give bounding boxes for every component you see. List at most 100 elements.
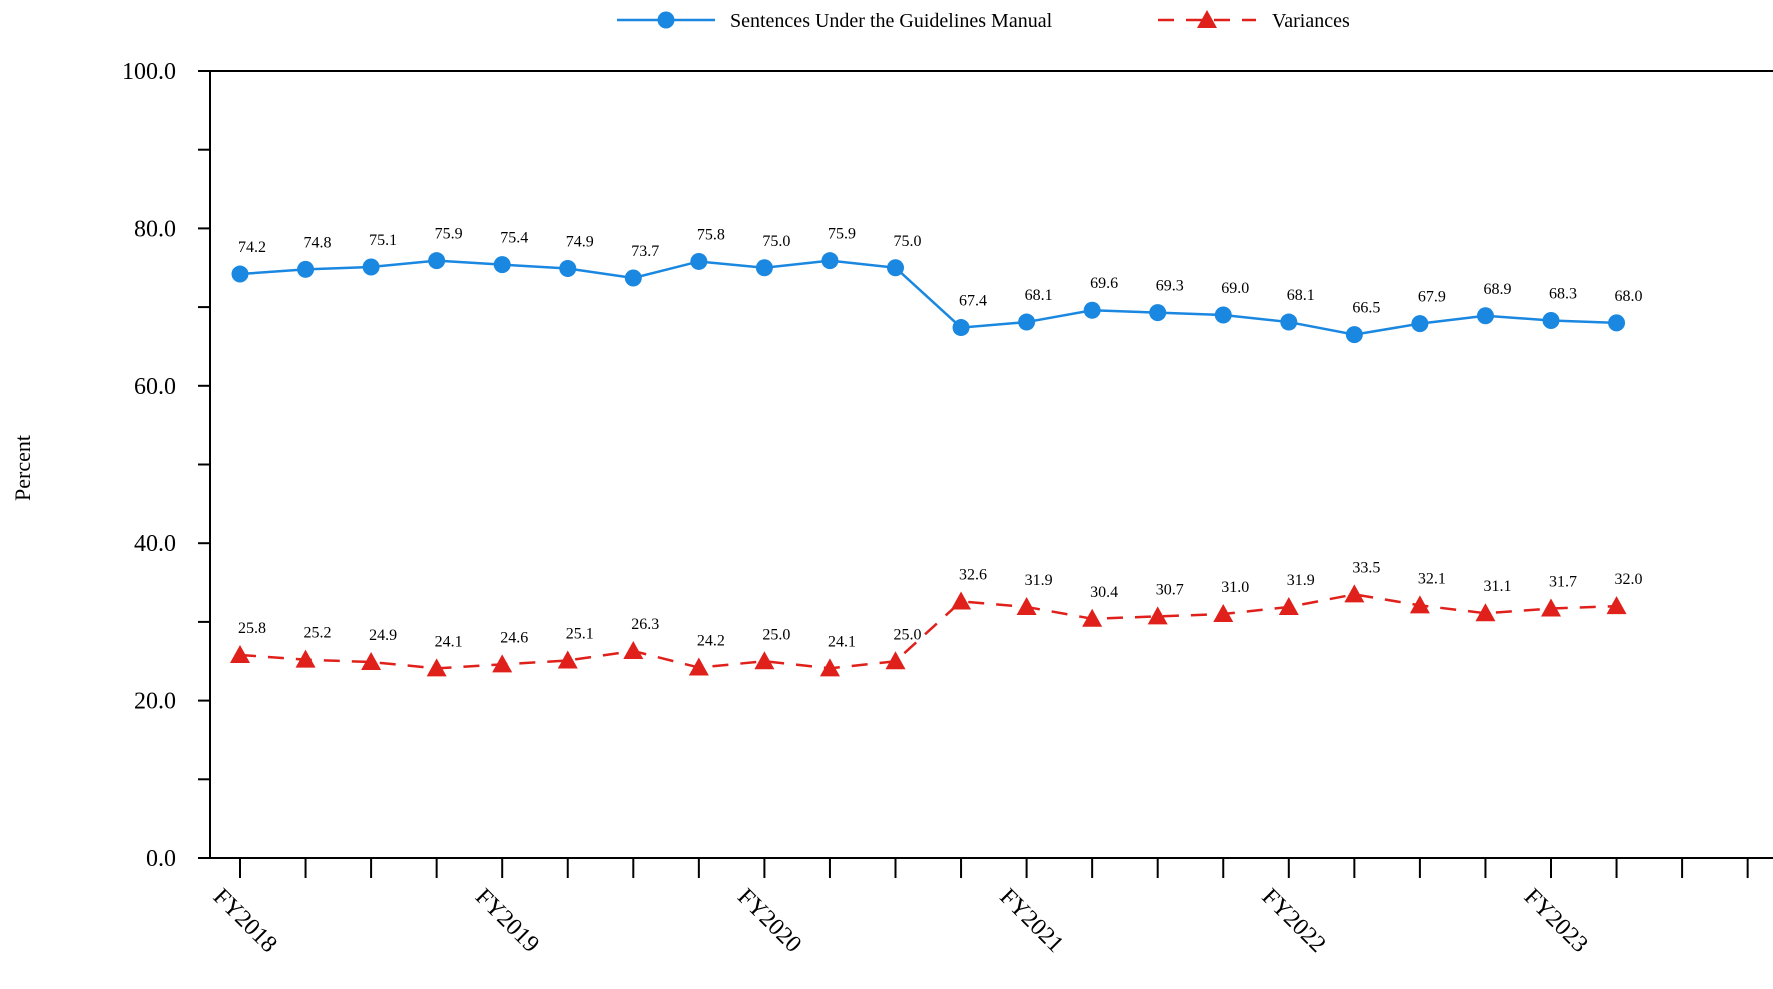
data-label: 25.0 [762,626,790,643]
data-point [297,260,315,278]
x-tick-label: FY2019 [470,884,544,958]
data-point [426,658,447,677]
legend-label: Variances [1272,10,1350,32]
data-point [952,319,970,337]
data-point [887,259,904,277]
data-point [885,651,906,670]
data-label: 66.5 [1352,300,1380,317]
data-label: 26.3 [631,616,659,633]
data-label: 75.8 [697,226,725,243]
data-label: 31.7 [1549,574,1577,591]
data-point [819,658,840,677]
series-layer: 74.2 74.8 75.1 75.9 75.4 74.9 73.7 75.8 75.0 75.9… [230,226,1643,677]
data-label: 68.0 [1615,288,1643,305]
legend-swatch-marker [1197,10,1217,28]
data-point [1344,584,1365,603]
data-point [690,252,708,270]
data-label: 24.6 [500,629,528,646]
data-label: 32.6 [959,566,987,583]
data-label: 75.4 [500,230,528,247]
y-axis-title: Percent [10,435,35,501]
data-label: 31.9 [1025,572,1053,589]
data-point [1608,314,1626,332]
y-tick-label: 0.0 [146,846,176,872]
data-point [623,641,644,660]
data-point [1016,596,1037,615]
data-point [1213,604,1234,623]
data-label: 67.4 [959,293,987,310]
data-label: 24.2 [697,633,725,650]
y-tick-label: 20.0 [134,689,176,715]
data-point [1149,304,1167,322]
data-label: 75.1 [369,232,397,249]
data-label: 69.3 [1156,278,1184,295]
data-point [231,265,249,283]
data-point [557,650,578,669]
data-label: 74.2 [238,239,266,256]
data-label: 31.0 [1221,579,1249,596]
data-point [951,591,972,610]
y-tick-label: 100.0 [122,59,176,85]
x-tick-label: FY2021 [994,884,1068,958]
data-point [1082,608,1103,627]
legend: Sentences Under the Guidelines Manual Var… [617,10,1350,32]
data-label: 24.9 [369,627,397,644]
data-point [493,256,511,274]
data-label: 25.0 [894,626,922,643]
data-point [1083,301,1101,319]
series-line [239,593,1617,670]
data-point [1018,313,1036,331]
data-point [821,252,839,270]
data-label: 74.9 [566,234,594,251]
data-label: 24.1 [435,633,463,650]
x-tick-label: FY2018 [208,884,282,958]
y-tick-label: 80.0 [134,216,176,242]
data-point [428,252,446,270]
data-point [1476,307,1494,325]
data-point [624,269,642,287]
data-label: 25.8 [238,620,266,637]
data-label: 31.1 [1483,578,1511,595]
data-label: 68.1 [1025,287,1053,304]
data-point [1214,306,1232,324]
data-point [1475,603,1496,622]
axes: 0.0 20.0 40.0 60.0 80.0 100.0 FY2018 FY2019 FY20… [122,59,1773,958]
data-point [1147,606,1168,625]
data-label: 24.1 [828,633,856,650]
data-point [1606,596,1627,615]
data-point [362,258,380,276]
data-point [230,644,250,663]
data-label: 75.0 [762,233,790,250]
data-point [361,652,382,671]
x-tick-label: FY2020 [732,884,806,958]
data-label: 25.1 [566,625,594,642]
y-tick-label: 60.0 [134,374,176,400]
series-2: 25.8 25.2 24.9 24.1 24.6 25.1 26.3 24.2 25.0 24.1… [230,559,1643,677]
x-tick-label: FY2023 [1519,884,1593,958]
data-label: 67.9 [1418,289,1446,306]
data-point [688,657,709,676]
data-point [1345,326,1363,344]
y-tick-label: 40.0 [134,531,176,557]
data-point [755,259,773,277]
data-label: 75.9 [828,226,856,243]
data-label: 31.9 [1287,572,1315,589]
data-label: 33.5 [1352,559,1380,576]
x-tick-label: FY2022 [1257,884,1331,958]
data-label: 69.6 [1090,275,1118,292]
data-point [492,654,513,673]
data-point [754,651,775,670]
data-label: 68.3 [1549,285,1577,302]
data-label: 30.4 [1090,584,1118,601]
data-point [559,260,577,278]
data-label: 73.7 [631,243,659,260]
data-label: 32.0 [1615,571,1643,588]
data-label: 74.8 [304,234,332,251]
series-line [239,259,1617,336]
data-label: 68.9 [1483,281,1511,298]
legend-swatch-marker [657,11,675,29]
data-label: 68.1 [1287,287,1315,304]
data-point [1278,596,1299,615]
data-point [1542,311,1560,329]
